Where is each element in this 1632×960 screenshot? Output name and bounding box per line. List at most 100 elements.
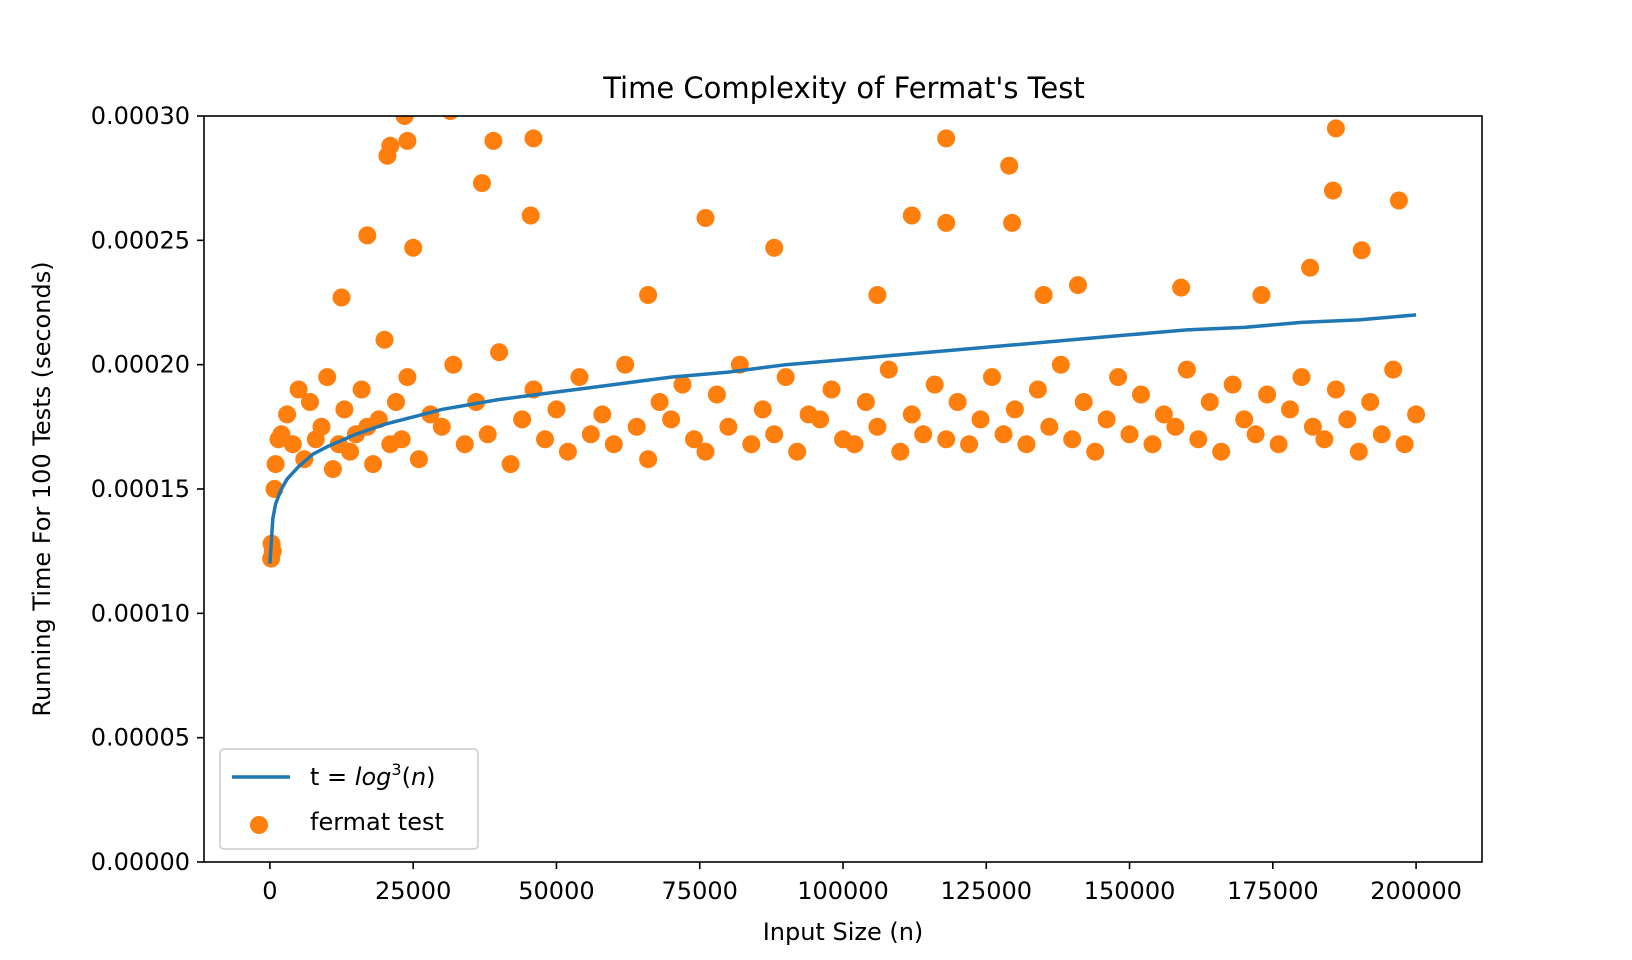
scatter-point <box>1189 430 1208 449</box>
scatter-point <box>392 430 411 449</box>
scatter-point <box>845 435 864 454</box>
scatter-point <box>937 213 956 232</box>
scatter-point <box>283 435 302 454</box>
scatter-point <box>1000 156 1019 175</box>
scatter-point <box>395 116 414 125</box>
scatter-point <box>581 425 600 444</box>
x-tick-label: 125000 <box>940 877 1032 905</box>
scatter-point <box>478 425 497 444</box>
scatter-point <box>381 136 400 155</box>
scatter-point <box>501 455 520 474</box>
scatter-point <box>301 393 319 411</box>
scatter-point <box>1235 410 1254 429</box>
legend-scatter-swatch <box>250 816 268 834</box>
scatter-point <box>1005 400 1024 419</box>
scatter-point <box>1040 417 1059 436</box>
scatter-point <box>822 380 841 399</box>
scatter-point <box>902 405 921 424</box>
scatter-point <box>536 430 554 449</box>
scatter-point <box>312 417 331 436</box>
scatter-point <box>650 393 669 411</box>
scatter-point <box>444 355 463 374</box>
scatter-point <box>742 435 761 454</box>
scatter-point <box>1292 368 1311 387</box>
scatter-point <box>558 442 577 461</box>
scatter-point <box>811 410 830 429</box>
scatter-point <box>856 393 875 411</box>
line-series-log3 <box>268 313 1417 564</box>
scatter-point <box>1143 435 1162 454</box>
scatter-point <box>662 410 681 429</box>
x-tick-label: 150000 <box>1084 877 1176 905</box>
scatter-point <box>1069 276 1087 295</box>
scatter-point <box>788 442 807 461</box>
y-tick-label: 0.00000 <box>91 848 190 876</box>
scatter-point <box>358 226 377 245</box>
scatter-point <box>765 238 784 257</box>
scatter-point <box>1086 442 1105 461</box>
scatter-point <box>1074 393 1093 411</box>
scatter-point <box>673 375 692 394</box>
y-tick-label: 0.00015 <box>91 475 190 503</box>
scatter-point <box>1212 442 1231 461</box>
scatter-point <box>521 206 540 225</box>
scatter-point <box>404 238 423 257</box>
scatter-point <box>266 455 285 474</box>
scatter-point <box>627 417 646 436</box>
scatter-point <box>398 131 417 150</box>
scatter-point <box>387 393 405 411</box>
chart-title: Time Complexity of Fermat's Test <box>602 71 1085 105</box>
y-axis-label: Running Time For 100 Tests (seconds) <box>28 261 56 716</box>
scatter-point <box>1223 375 1242 394</box>
scatter-point <box>398 368 417 387</box>
scatter-point <box>1326 119 1345 138</box>
scatter-point <box>1389 191 1408 210</box>
scatter-point <box>1200 393 1219 411</box>
scatter-point <box>1324 181 1342 200</box>
scatter-point <box>604 435 623 454</box>
scatter-point <box>1017 435 1036 454</box>
scatter-point <box>1097 410 1116 429</box>
scatter-point <box>960 435 979 454</box>
scatter-point <box>696 442 715 461</box>
scatter-point <box>1034 286 1053 304</box>
scatter-point <box>1384 360 1403 379</box>
scatter-point <box>707 385 726 404</box>
scatter-series-fermat-test <box>262 116 1426 568</box>
scatter-point <box>891 442 910 461</box>
scatter-point <box>1258 385 1277 404</box>
y-axis: 0.00000 0.00005 0.00010 0.00015 0.00020 0.000… <box>91 102 204 876</box>
scatter-point <box>719 417 738 436</box>
scatter-point <box>1407 405 1426 424</box>
scatter-point <box>776 368 795 387</box>
scatter-point <box>753 400 772 419</box>
scatter-point <box>948 393 967 411</box>
x-tick-label: 75000 <box>662 877 738 905</box>
scatter-point <box>364 455 383 474</box>
scatter-point <box>914 425 933 444</box>
scatter-point <box>335 400 354 419</box>
scatter-point <box>1326 380 1345 399</box>
x-tick-label: 100000 <box>797 877 889 905</box>
scatter-point <box>1352 241 1371 260</box>
scatter-point <box>318 368 337 387</box>
scatter-point <box>1051 355 1070 374</box>
scatter-point <box>289 380 308 399</box>
scatter-point <box>1349 442 1368 461</box>
scatter-point <box>1172 278 1191 297</box>
scatter-point <box>1132 385 1150 404</box>
scatter-point <box>341 442 360 461</box>
scatter-point <box>278 405 297 424</box>
scatter-point <box>1246 425 1265 444</box>
scatter-point <box>616 355 635 374</box>
scatter-point <box>868 286 887 304</box>
scatter-point <box>513 410 532 429</box>
scatter-point <box>639 286 658 304</box>
scatter-point <box>1303 417 1322 436</box>
scatter-point <box>879 360 898 379</box>
plot-area <box>262 116 1426 568</box>
legend-box <box>219 748 479 850</box>
scatter-point <box>524 129 543 148</box>
scatter-point <box>1269 435 1288 454</box>
